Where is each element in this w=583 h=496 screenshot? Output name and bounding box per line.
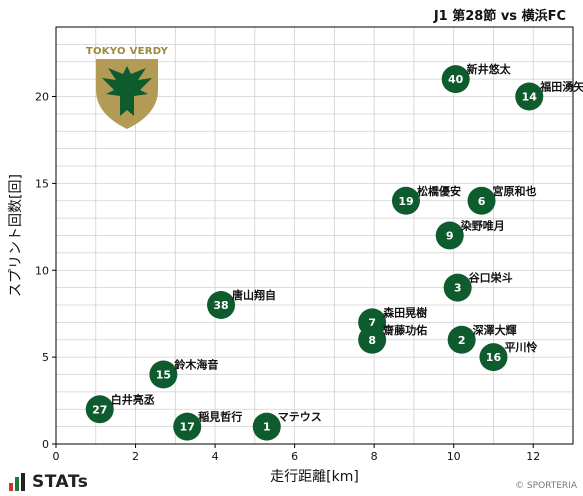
player-point: 19 松橋優安: [391, 184, 461, 215]
y-tick-label: 15: [35, 177, 49, 190]
x-tick-label: 0: [53, 450, 60, 463]
eagle-icon: [102, 66, 152, 116]
player-number: 3: [454, 282, 462, 295]
y-tick-label: 0: [42, 438, 49, 451]
player-name: 齋藤功佑: [382, 323, 427, 337]
x-tick-label: 8: [371, 450, 378, 463]
team-logo-text: TOKYO VERDY: [86, 46, 169, 57]
player-marker: [441, 65, 470, 94]
player-point: 9 染野唯月: [435, 219, 505, 250]
player-point: 38 唐山翔自: [207, 288, 276, 319]
player-marker: [391, 186, 420, 215]
player-name: 鈴木海音: [174, 358, 218, 372]
player-number: 8: [368, 334, 376, 347]
y-axis-label: スプリント回数[回]: [8, 174, 24, 297]
player-marker: [435, 221, 464, 250]
data-points: 40新井悠太14福田湧矢19松橋優安6宮原和也9染野唯月3谷口栄斗38唐山翔自7…: [85, 62, 583, 441]
player-name: 森田晃樹: [383, 305, 427, 319]
x-axis-label: 走行距離[km]: [270, 468, 359, 485]
brand-name: STATs: [32, 472, 89, 492]
player-number: 16: [486, 351, 502, 364]
player-name: マテウス: [278, 411, 322, 424]
player-number: 1: [263, 421, 271, 434]
player-number: 6: [478, 195, 486, 208]
player-point: 2 深澤大輝: [447, 323, 517, 354]
player-number: 38: [213, 299, 228, 312]
player-marker: [515, 82, 544, 111]
player-number: 14: [522, 91, 538, 104]
player-name: 平川怜: [504, 340, 537, 354]
y-tick-label: 5: [42, 351, 49, 364]
player-marker: [252, 412, 281, 441]
player-marker: [467, 186, 496, 215]
player-marker: [358, 325, 387, 354]
player-number: 27: [92, 403, 107, 416]
player-marker: [85, 395, 114, 424]
player-name: 谷口栄斗: [469, 271, 513, 285]
footer-brand: STATs: [8, 472, 88, 492]
player-number: 9: [446, 230, 454, 243]
team-logo: TOKYO VERDY: [86, 46, 169, 129]
player-name: 新井悠太: [467, 62, 512, 76]
player-number: 40: [448, 73, 464, 86]
player-name: 染野唯月: [461, 219, 505, 233]
copyright: © SPORTERIA: [515, 481, 577, 491]
y-tick-label: 10: [35, 264, 49, 277]
player-name: 稲見哲行: [198, 410, 242, 424]
player-point: 8 齋藤功佑: [358, 323, 427, 354]
player-name: 唐山翔自: [232, 288, 276, 302]
player-marker: [447, 325, 476, 354]
player-name: 白井亮丞: [111, 392, 155, 406]
player-name: 松橋優安: [417, 184, 461, 198]
player-number: 15: [156, 369, 171, 382]
player-point: 27 白井亮丞: [85, 392, 155, 424]
match-title: J1 第28節 vs 横浜FC: [433, 8, 566, 24]
player-marker: [443, 273, 472, 302]
player-marker: [173, 412, 202, 441]
x-tick-label: 2: [132, 450, 139, 463]
x-tick-label: 10: [447, 450, 461, 463]
player-name: 宮原和也: [493, 184, 537, 198]
player-point: 6 宮原和也: [467, 184, 537, 215]
x-tick-label: 12: [526, 450, 540, 463]
player-point: 3 谷口栄斗: [443, 271, 513, 302]
player-number: 2: [458, 334, 466, 347]
player-name: 深澤大輝: [473, 323, 517, 337]
player-point: 1 マテウス: [252, 411, 322, 441]
player-number: 17: [180, 421, 195, 434]
y-tick-label: 20: [35, 91, 49, 104]
stats-bars-icon: [9, 473, 25, 491]
player-name: 福田湧矢: [539, 80, 583, 94]
player-marker: [149, 360, 178, 389]
player-number: 19: [398, 195, 413, 208]
player-marker: [207, 291, 236, 319]
player-marker: [479, 343, 508, 372]
x-tick-label: 6: [291, 450, 298, 463]
plot-frame: [55, 26, 574, 445]
player-number: 7: [368, 316, 376, 329]
x-tick-label: 4: [212, 450, 219, 463]
